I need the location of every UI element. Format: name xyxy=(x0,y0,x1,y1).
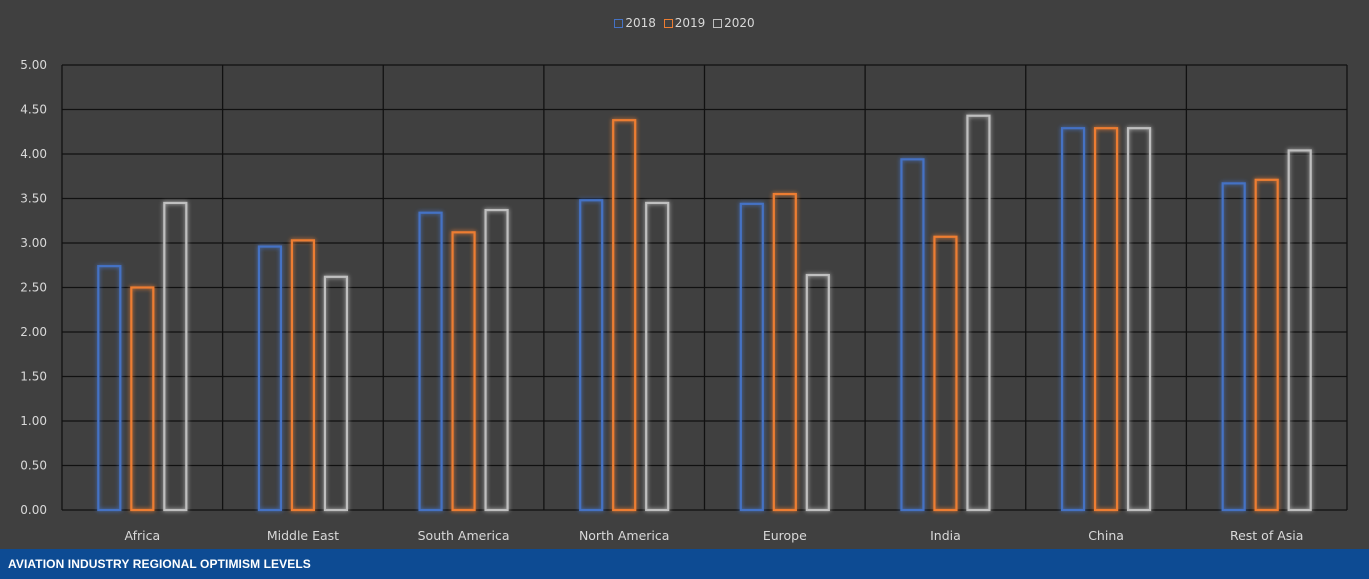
legend-label-2018: 2018 xyxy=(625,16,656,30)
x-tick-label: South America xyxy=(418,528,510,543)
chart-area: 2018 2019 2020 0.00 0.50 1.00 1.50 2.00 2.50 3… xyxy=(0,0,1369,549)
x-tick-label: Rest of Asia xyxy=(1230,528,1303,543)
bar-2018-middle-east xyxy=(257,245,283,512)
y-tick-label: 1.00 xyxy=(20,414,47,428)
legend-item-2018: 2018 xyxy=(614,16,656,30)
bar-2018-europe xyxy=(739,202,764,512)
bar-2020-south-america xyxy=(484,208,509,512)
x-tick-label: Africa xyxy=(124,528,160,543)
x-tick-label: North America xyxy=(579,528,670,543)
bar-2019-india xyxy=(933,235,958,512)
y-tick-label: 4.00 xyxy=(20,147,47,161)
y-tick-label: 0.50 xyxy=(20,459,47,473)
bar-2020-middle-east xyxy=(323,275,349,512)
caption-bar: AVIATION INDUSTRY REGIONAL OPTIMISM LEVE… xyxy=(0,549,1369,579)
y-tick-label: 0.00 xyxy=(20,503,47,517)
bar-2019-rest-of-asia xyxy=(1254,178,1279,512)
bars xyxy=(97,114,1312,512)
bar-2019-middle-east xyxy=(290,239,316,512)
bar-2019-south-america xyxy=(451,231,476,512)
legend-item-2020: 2020 xyxy=(713,16,755,30)
y-tick-label: 3.50 xyxy=(20,192,47,206)
bar-2018-china xyxy=(1060,127,1086,512)
bar-2019-africa xyxy=(130,286,155,512)
gridlines xyxy=(61,64,1348,511)
bar-2018-south-america xyxy=(418,211,443,512)
y-tick-label: 4.50 xyxy=(20,103,47,117)
bar-2019-europe xyxy=(772,192,797,512)
y-tick-label: 3.00 xyxy=(20,236,47,250)
x-tick-label: Europe xyxy=(763,528,807,543)
bar-2020-africa xyxy=(163,201,188,512)
bar-2018-north-america xyxy=(579,199,604,512)
legend-swatch-2020 xyxy=(713,19,723,28)
bar-2019-north-america xyxy=(612,119,637,512)
x-tick-label: Middle East xyxy=(267,528,339,543)
x-axis-ticks: Africa Middle East South America North Amer… xyxy=(124,528,1303,543)
chart-legend: 2018 2019 2020 xyxy=(0,16,1369,30)
bar-2018-india xyxy=(900,158,925,512)
bar-2020-europe xyxy=(805,273,830,512)
legend-label-2019: 2019 xyxy=(674,16,706,30)
legend-label-2020: 2020 xyxy=(724,16,755,30)
bar-2018-rest-of-asia xyxy=(1221,182,1246,512)
x-tick-label: China xyxy=(1088,528,1124,543)
bar-2019-china xyxy=(1093,127,1119,512)
y-tick-label: 2.50 xyxy=(20,281,47,295)
legend-item-2019: 2019 xyxy=(663,16,706,30)
y-tick-label: 1.50 xyxy=(20,370,47,384)
bar-2020-north-america xyxy=(645,201,670,512)
legend-swatch-2019 xyxy=(663,19,673,28)
figure-caption: AVIATION INDUSTRY REGIONAL OPTIMISM LEVE… xyxy=(8,557,311,571)
legend-swatch-2018 xyxy=(614,19,624,28)
bar-2020-china xyxy=(1126,127,1152,512)
y-axis-ticks: 0.00 0.50 1.00 1.50 2.00 2.50 3.00 3.50 4.00 4.50… xyxy=(20,58,47,517)
bar-chart-svg: 0.00 0.50 1.00 1.50 2.00 2.50 3.00 3.50 4.00 4.50… xyxy=(20,58,1348,543)
bar-2020-rest-of-asia xyxy=(1287,149,1312,512)
bar-2018-africa xyxy=(97,265,122,512)
y-tick-label: 2.00 xyxy=(20,325,47,339)
y-tick-label: 5.00 xyxy=(20,58,47,72)
x-tick-label: India xyxy=(930,528,961,543)
bar-2020-india xyxy=(966,114,991,512)
